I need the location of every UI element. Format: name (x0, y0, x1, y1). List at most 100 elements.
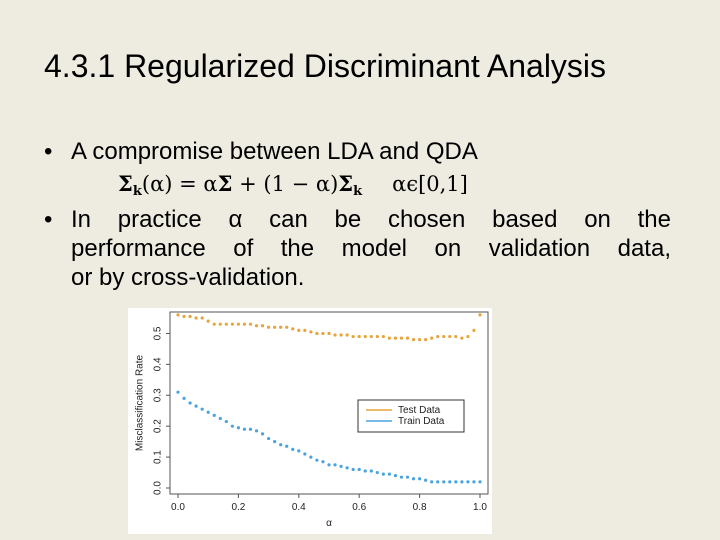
y-tick-label: 0.1 (153, 450, 164, 464)
data-point-train (442, 480, 446, 484)
y-tick-label: 0.4 (153, 357, 164, 371)
data-point-train (357, 467, 361, 472)
data-point-train (297, 449, 301, 453)
data-point-train (218, 416, 222, 421)
x-tick-label: 0.2 (231, 502, 245, 513)
data-point-train (194, 404, 198, 408)
formula-range: αϵ[0,1] (392, 172, 468, 196)
data-point-test (460, 336, 464, 340)
y-tick-label: 0.2 (153, 419, 164, 433)
data-point-test (182, 314, 186, 319)
slide-title: 4.3.1 Regularized Discriminant Analysis (44, 48, 607, 84)
data-point-train (418, 477, 422, 481)
bullet-practice-text: In practice α can be chosen based on the… (71, 205, 671, 292)
x-tick-label: 0.4 (292, 502, 306, 513)
data-point-test (411, 338, 416, 342)
data-point-test (442, 334, 446, 339)
data-point-test (466, 334, 470, 339)
misclassification-chart: 0.0 0.2 0.4 0.6 0.8 1.0 0.0 0.1 0.2 0.3 0.4 0.5 α Mis… (128, 308, 492, 534)
data-point-test (363, 334, 367, 339)
data-point-train (424, 478, 428, 482)
data-point-train (315, 458, 319, 462)
data-point-test (218, 322, 222, 326)
data-point-train (212, 413, 216, 417)
data-point-train (285, 444, 289, 448)
data-point-train (242, 427, 247, 431)
y-tick-label: 0.5 (153, 326, 164, 340)
formula-lhs-sub: k (132, 184, 142, 199)
data-point-train (375, 470, 379, 475)
legend-label: Train Data (398, 416, 445, 427)
x-tick-label: 0.0 (171, 502, 185, 513)
data-point-test (369, 334, 373, 339)
x-axis-label: α (326, 518, 332, 529)
data-point-train (363, 469, 367, 473)
data-point-test (339, 333, 343, 337)
chart-axes: 0.0 0.2 0.4 0.6 0.8 1.0 0.0 0.1 0.2 0.3 0.4 0.5 α Mis… (135, 311, 489, 529)
data-point-train (345, 466, 349, 470)
data-point-train (472, 480, 476, 484)
data-point-test (176, 313, 180, 317)
data-point-test (436, 334, 440, 339)
data-point-test (345, 333, 349, 337)
data-point-test (327, 331, 331, 336)
bullet-dot: • (44, 138, 53, 165)
data-point-train (436, 480, 440, 484)
data-point-train (454, 480, 458, 484)
data-point-test (418, 338, 422, 342)
bullet-dot: • (44, 206, 53, 233)
chart-svg: 0.0 0.2 0.4 0.6 0.8 1.0 0.0 0.1 0.2 0.3 0.4 0.5 α Mis… (135, 311, 489, 529)
legend-label: Test Data (398, 405, 441, 416)
data-point-train (339, 464, 343, 468)
data-point-train (309, 455, 313, 459)
data-point-test (194, 316, 198, 320)
data-point-train (176, 390, 180, 394)
data-point-test (297, 328, 301, 332)
data-point-train (478, 480, 482, 484)
data-point-test (242, 322, 247, 326)
data-point-test (212, 322, 216, 326)
data-point-test (454, 334, 458, 339)
data-point-test (405, 336, 410, 340)
data-point-test (309, 330, 313, 334)
data-point-train (448, 480, 452, 484)
data-point-test (387, 336, 391, 340)
rda-formula: Σk(α) = αΣ + (1 − α)Σk αϵ[0,1] (118, 171, 468, 199)
data-point-test (267, 325, 271, 329)
data-point-train (430, 480, 434, 484)
data-point-test (472, 328, 476, 332)
data-point-test (393, 336, 398, 340)
bullet-practice-line-2: performance of the model on validation d… (71, 235, 671, 262)
data-point-test (357, 334, 361, 339)
bullet-practice-line-3: or by cross-validation. (71, 264, 305, 291)
y-axis-label: Misclassification Rate (135, 354, 146, 451)
formula-rhs-sub: k (353, 184, 363, 199)
data-point-test (291, 327, 295, 331)
data-point-train (182, 396, 186, 400)
data-point-train (303, 452, 307, 456)
data-point-train (321, 460, 325, 464)
y-tick-label: 0.3 (153, 388, 164, 402)
data-point-train (206, 410, 210, 414)
data-point-test (224, 322, 228, 326)
data-point-test (254, 324, 259, 328)
data-point-train (460, 480, 464, 484)
data-point-test (333, 333, 337, 337)
legend-box (357, 399, 465, 433)
data-point-test (303, 328, 307, 332)
data-point-train (387, 472, 391, 476)
formula-lhs-sigma: Σ (118, 171, 133, 196)
data-point-test (321, 331, 325, 336)
data-point-train (248, 427, 253, 431)
plot-frame (169, 311, 489, 495)
data-point-test (285, 325, 289, 329)
data-point-test (279, 325, 283, 329)
y-tick-label: 0.0 (153, 481, 164, 495)
data-point-test (448, 334, 452, 339)
data-point-train (369, 469, 373, 473)
data-point-train (230, 424, 234, 428)
formula-rhs-sigma: Σ (338, 171, 354, 196)
bullet-practice-line-1: In practice α can be chosen based on the (71, 206, 671, 233)
data-point-train (411, 477, 416, 481)
